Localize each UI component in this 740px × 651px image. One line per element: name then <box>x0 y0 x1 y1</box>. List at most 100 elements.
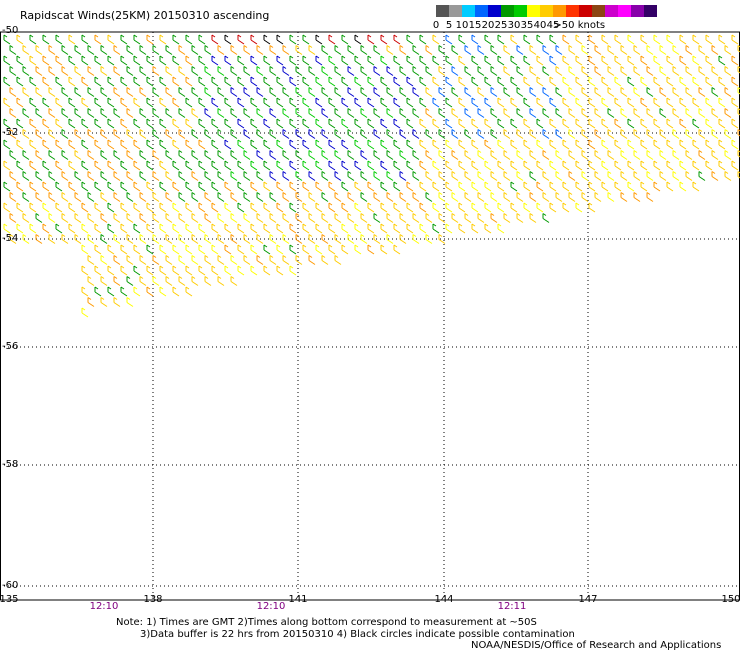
wind-barb <box>373 234 381 244</box>
wind-barb <box>646 87 654 97</box>
wind-barb <box>263 139 271 150</box>
wind-barb <box>68 34 76 45</box>
wind-barb <box>146 139 154 150</box>
wind-barb <box>490 150 498 160</box>
wind-barb <box>510 139 518 150</box>
wind-barb <box>549 34 557 45</box>
wind-barb <box>458 202 466 213</box>
wind-barb <box>536 97 544 108</box>
wind-barb <box>126 213 134 223</box>
wind-barb <box>237 55 245 66</box>
lon-label: 138 <box>143 594 163 605</box>
wind-barb <box>581 192 589 202</box>
wind-barb <box>9 129 17 139</box>
wind-barb <box>9 234 17 244</box>
wind-barb <box>679 55 687 66</box>
wind-barb <box>386 87 394 97</box>
wind-barb <box>360 108 368 118</box>
wind-barb <box>74 234 82 244</box>
wind-barb <box>126 171 134 181</box>
wind-barb <box>484 97 492 108</box>
wind-barb <box>276 223 284 234</box>
wind-barb <box>568 108 576 118</box>
wind-barb <box>3 76 11 87</box>
wind-barb <box>549 97 557 108</box>
wind-barb <box>308 192 316 202</box>
legend-label: 25 <box>494 20 508 31</box>
wind-barb <box>139 192 147 202</box>
wind-barb <box>87 129 95 139</box>
wind-barb <box>126 276 134 286</box>
wind-barb <box>61 234 69 244</box>
wind-barb <box>302 181 310 192</box>
wind-barb <box>146 223 154 234</box>
wind-barb <box>87 150 95 160</box>
wind-barb <box>380 223 388 234</box>
wind-barb <box>159 202 167 213</box>
wind-barb <box>113 171 121 181</box>
wind-barb <box>549 55 557 66</box>
wind-barb <box>256 255 264 265</box>
wind-barb <box>185 76 193 87</box>
wind-barb <box>425 213 433 223</box>
wind-barb <box>35 87 43 97</box>
wind-barb <box>100 150 108 160</box>
wind-barb <box>172 97 180 108</box>
wind-barb <box>510 76 518 87</box>
wind-barb <box>360 66 368 76</box>
wind-barb <box>393 34 401 45</box>
wind-barb <box>406 55 414 66</box>
wind-barb <box>692 34 700 45</box>
wind-barb <box>74 66 82 76</box>
wind-barb <box>87 66 95 76</box>
wind-barb <box>432 223 440 234</box>
wind-barb <box>633 87 641 97</box>
wind-barb <box>614 181 622 192</box>
wind-barb <box>139 276 147 286</box>
wind-barb <box>230 87 238 97</box>
wind-barb <box>295 45 303 55</box>
wind-barb <box>3 223 11 234</box>
wind-barb <box>711 66 719 76</box>
wind-barb <box>562 139 570 150</box>
legend-label: 0 <box>432 20 440 31</box>
wind-barb <box>360 234 368 244</box>
wind-barb <box>425 171 433 181</box>
wind-barb <box>386 234 394 244</box>
wind-barb <box>406 223 414 234</box>
wind-barb <box>419 160 427 171</box>
wind-barb <box>471 118 479 129</box>
wind-barb <box>74 87 82 97</box>
wind-barb <box>653 97 661 108</box>
wind-barb <box>165 213 173 223</box>
wind-barb <box>152 66 160 76</box>
wind-barb <box>250 118 258 129</box>
wind-barb <box>42 139 50 150</box>
wind-barb <box>68 202 76 213</box>
wind-barb <box>692 160 700 171</box>
wind-barb <box>731 160 739 171</box>
wind-barb <box>250 97 258 108</box>
wind-barb <box>380 97 388 108</box>
wind-barb <box>217 171 225 181</box>
wind-barb <box>211 34 219 45</box>
wind-barb <box>289 181 297 192</box>
wind-barb <box>724 87 732 97</box>
wind-barb <box>328 55 336 66</box>
wind-barb <box>646 192 654 202</box>
wind-barb <box>523 139 531 150</box>
wind-barb <box>302 244 310 255</box>
wind-barb <box>146 286 154 297</box>
wind-barb <box>412 66 420 76</box>
wind-barb <box>412 150 420 160</box>
wind-barb <box>451 192 459 202</box>
wind-barb <box>185 160 193 171</box>
wind-barb <box>724 129 732 139</box>
wind-barb <box>16 97 24 108</box>
wind-barb <box>666 76 674 87</box>
wind-barb <box>315 160 323 171</box>
wind-barb <box>120 265 128 276</box>
wind-barb <box>471 223 479 234</box>
wind-barb <box>724 45 732 55</box>
wind-barb <box>61 192 69 202</box>
